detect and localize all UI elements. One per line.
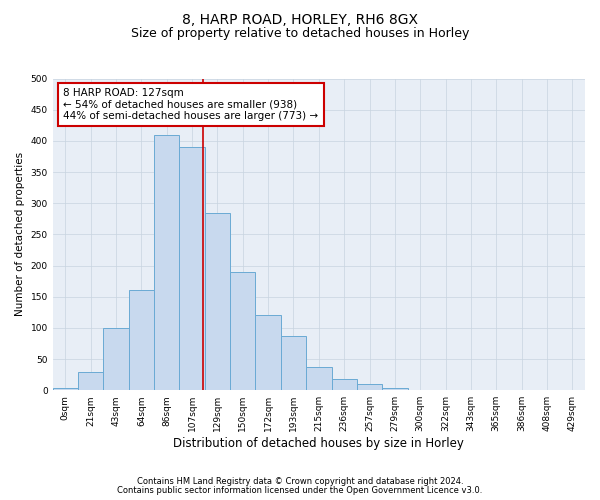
Bar: [53, 388, 78, 390]
Text: Contains HM Land Registry data © Crown copyright and database right 2024.: Contains HM Land Registry data © Crown c…: [137, 477, 463, 486]
Text: 8, HARP ROAD, HORLEY, RH6 8GX: 8, HARP ROAD, HORLEY, RH6 8GX: [182, 12, 418, 26]
Text: Size of property relative to detached houses in Horley: Size of property relative to detached ho…: [131, 28, 469, 40]
Bar: [382, 388, 407, 390]
Bar: [179, 147, 205, 390]
Bar: [103, 328, 129, 390]
Text: Contains public sector information licensed under the Open Government Licence v3: Contains public sector information licen…: [118, 486, 482, 495]
Bar: [332, 379, 357, 390]
Y-axis label: Number of detached properties: Number of detached properties: [15, 152, 25, 316]
Bar: [306, 366, 332, 390]
Bar: [230, 272, 256, 390]
X-axis label: Distribution of detached houses by size in Horley: Distribution of detached houses by size …: [173, 437, 464, 450]
Bar: [256, 316, 281, 390]
Bar: [78, 372, 103, 390]
Bar: [205, 212, 230, 390]
Bar: [281, 336, 306, 390]
Bar: [154, 134, 179, 390]
Text: 8 HARP ROAD: 127sqm
← 54% of detached houses are smaller (938)
44% of semi-detac: 8 HARP ROAD: 127sqm ← 54% of detached ho…: [64, 88, 319, 121]
Bar: [129, 290, 154, 390]
Bar: [357, 384, 382, 390]
